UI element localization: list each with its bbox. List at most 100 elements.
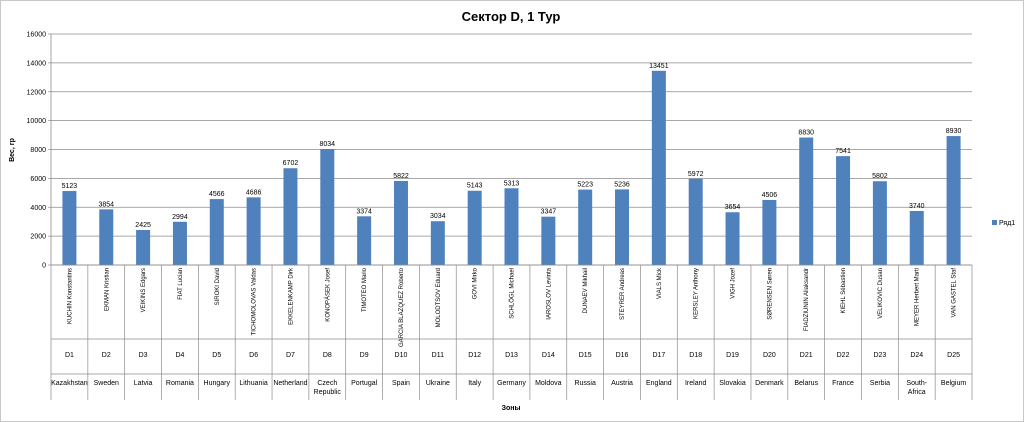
zone-label: D4 bbox=[175, 352, 184, 359]
country-label: South- bbox=[906, 380, 927, 387]
zone-label: D8 bbox=[323, 352, 332, 359]
data-label: 4566 bbox=[209, 191, 225, 198]
bar bbox=[541, 216, 556, 265]
data-labels: 5123 3854 2425 2994 4566 4686 6702 8034 3374 5822… bbox=[62, 63, 962, 229]
country-label: Italy bbox=[468, 380, 481, 387]
country-label: Austria bbox=[611, 380, 633, 387]
y-tick-label: 8000 bbox=[30, 147, 46, 154]
bar bbox=[725, 212, 740, 265]
country-label: Czech bbox=[317, 380, 337, 387]
y-tick-label: 4000 bbox=[30, 205, 46, 212]
country-label: Ukraine bbox=[426, 380, 450, 387]
country-label: Belgium bbox=[941, 380, 966, 387]
bar bbox=[799, 137, 814, 265]
y-axis-title: Вес, гр bbox=[9, 138, 16, 162]
zone-label: D23 bbox=[873, 352, 886, 359]
zone-label: D19 bbox=[726, 352, 739, 359]
category-name-label: VAN GASTEL Staf bbox=[952, 268, 958, 318]
bar bbox=[62, 191, 77, 265]
country-label: Latvia bbox=[134, 380, 153, 387]
bar bbox=[762, 199, 777, 265]
data-label: 3347 bbox=[541, 209, 557, 216]
country-label: Germany bbox=[497, 380, 526, 387]
zone-label: D25 bbox=[947, 352, 960, 359]
category-name-label: VIALS Mick bbox=[657, 267, 663, 299]
data-label: 2994 bbox=[172, 214, 188, 221]
zone-label: D6 bbox=[249, 352, 258, 359]
country-label: Romania bbox=[166, 380, 194, 387]
data-label: 4686 bbox=[246, 189, 262, 196]
data-label: 4506 bbox=[762, 192, 778, 199]
country-label: France bbox=[832, 380, 854, 387]
legend-swatch bbox=[992, 220, 997, 225]
y-tick-label: 14000 bbox=[27, 60, 47, 67]
zone-label: D11 bbox=[432, 352, 444, 359]
category-name-label: KERSLEY Anthony bbox=[694, 268, 700, 319]
zone-label: D9 bbox=[360, 352, 369, 359]
chart-title: Сектор D, 1 Тур bbox=[462, 9, 561, 24]
country-label: Belarus bbox=[794, 380, 818, 387]
y-tick-label: 12000 bbox=[27, 89, 47, 96]
zone-label: D14 bbox=[542, 352, 555, 359]
bar bbox=[504, 188, 519, 265]
country-label: Hungary bbox=[204, 380, 231, 387]
y-tick-label: 0 bbox=[42, 263, 46, 270]
data-label: 5223 bbox=[577, 182, 593, 189]
category-name-label: SCHLÖGL Michael bbox=[509, 268, 516, 319]
zone-label: D5 bbox=[212, 352, 221, 359]
data-label: 2425 bbox=[135, 222, 151, 229]
bar bbox=[467, 190, 482, 265]
data-label: 5802 bbox=[872, 173, 888, 180]
zone-label: D13 bbox=[505, 352, 518, 359]
bar bbox=[209, 199, 224, 265]
category-name-label: KIEHL Sébastien bbox=[841, 268, 847, 313]
data-label: 8930 bbox=[946, 128, 962, 135]
data-label: 3034 bbox=[430, 213, 446, 220]
bar bbox=[578, 189, 593, 265]
category-name-label: KUCHIN Konstantins bbox=[67, 268, 73, 324]
data-label: 5123 bbox=[62, 183, 78, 190]
data-label: 5236 bbox=[614, 181, 630, 188]
bar bbox=[430, 221, 445, 265]
country-label: Africa bbox=[908, 389, 926, 396]
zone-label: D21 bbox=[800, 352, 813, 359]
country-label: Slovakia bbox=[719, 380, 746, 387]
bar bbox=[946, 136, 961, 265]
category-name-label: VEIKINS Edgars bbox=[141, 268, 147, 312]
category-name-label: STEYRER Andreas bbox=[620, 268, 626, 320]
category-name-label: GARCIA BLAZQUEZ Roberto bbox=[399, 267, 405, 347]
category-name-label: FIADZIUNIN Aliaksandr bbox=[804, 268, 810, 331]
country-label: Portugal bbox=[351, 380, 378, 387]
bar bbox=[320, 149, 335, 265]
data-label: 8034 bbox=[320, 141, 336, 148]
category-axis: KUCHIN Konstantins D1 Kazakhstan EKMAN Kris… bbox=[50, 265, 973, 400]
country-label: Netherland bbox=[273, 380, 307, 387]
country-label: Russia bbox=[574, 380, 596, 387]
data-label: 8830 bbox=[798, 130, 814, 137]
legend-label: Ряд1 bbox=[999, 220, 1015, 227]
legend: Ряд1 bbox=[992, 220, 1015, 227]
bar bbox=[872, 181, 887, 265]
axes: 0 2000 4000 6000 8000 10000 12000 14000 16000 bbox=[27, 32, 972, 270]
bar bbox=[357, 216, 372, 265]
category-name-label: EKKELENKAMP Dirk bbox=[288, 267, 294, 325]
data-label: 5822 bbox=[393, 173, 409, 180]
category-name-label: MEYER Herbert Marti bbox=[915, 268, 921, 326]
category-name-label: SØRENSEN Søren bbox=[767, 268, 773, 320]
zone-label: D16 bbox=[616, 352, 629, 359]
category-name-label: KONOPÁSEK Josef bbox=[324, 268, 331, 322]
category-name-label: SIROKI David bbox=[215, 268, 221, 305]
category-name-label: IAROSLOV Levinta bbox=[546, 267, 552, 319]
bar bbox=[393, 180, 408, 265]
country-label: Spain bbox=[392, 380, 410, 387]
country-label: Denmark bbox=[755, 380, 784, 387]
data-label: 3654 bbox=[725, 204, 741, 211]
country-label: England bbox=[646, 380, 672, 387]
zone-label: D1 bbox=[65, 352, 74, 359]
country-label: Republic bbox=[314, 389, 342, 396]
bar bbox=[688, 178, 703, 265]
data-label: 5972 bbox=[688, 171, 704, 178]
category-name-label: EKMAN Kristian bbox=[104, 268, 110, 311]
zone-label: D2 bbox=[102, 352, 111, 359]
